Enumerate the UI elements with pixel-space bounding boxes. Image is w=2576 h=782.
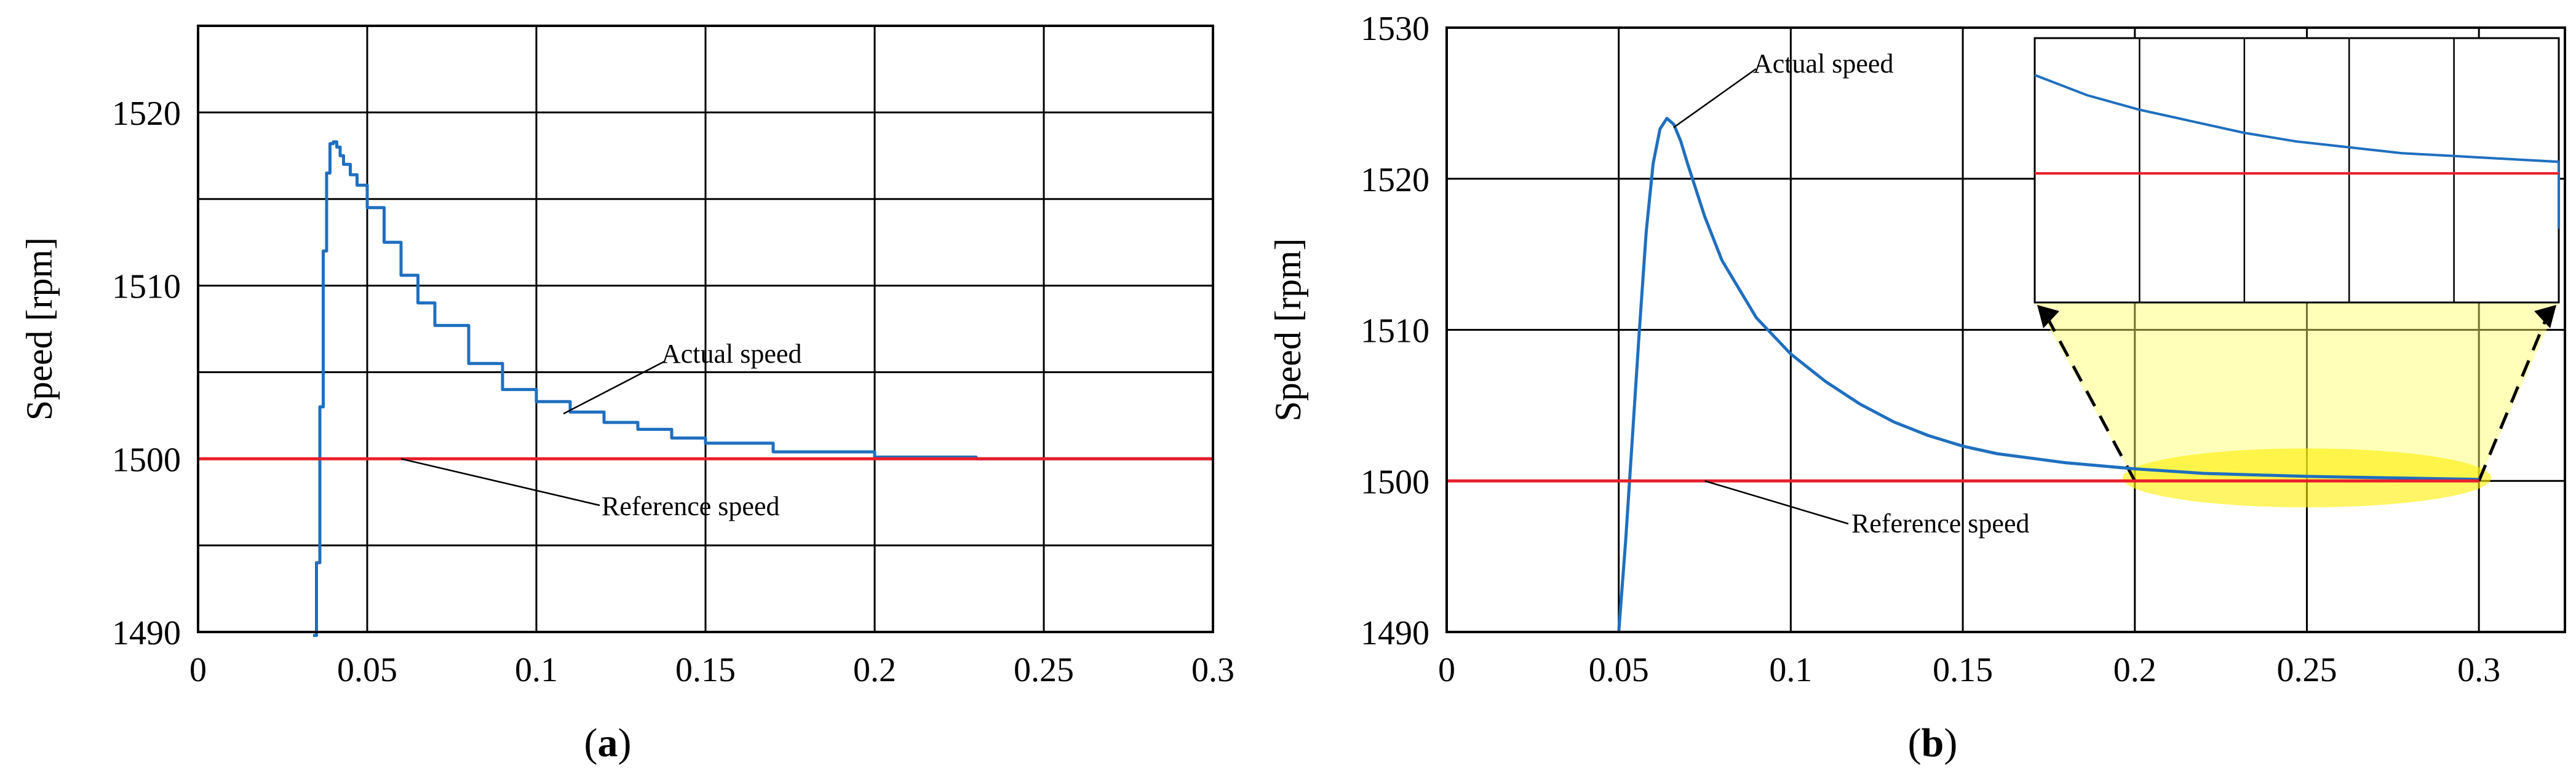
x-tick-label: 0.15 (1933, 651, 1993, 689)
y-tick-label: 1520 (1361, 161, 1429, 199)
x-tick-label: 0.15 (675, 651, 736, 689)
zoom-connector-left (2044, 314, 2136, 482)
x-tick-label: 0.1 (1769, 651, 1812, 689)
x-tick-label: 0.25 (1014, 651, 1074, 689)
panel-a-ticks: 0 0.05 0.1 0.15 0.2 0.25 0.3 1490 1500 1510 1520 (112, 95, 1234, 689)
panel-a: 0 0.05 0.1 0.15 0.2 0.25 0.3 1490 1500 1510 1520 S… (19, 25, 1234, 765)
reference-speed-leader (400, 458, 600, 507)
panel-b-caption-open: ( (1908, 721, 1922, 765)
panel-b-caption: (b) (1908, 721, 1958, 765)
x-tick-label: 0.2 (2113, 651, 2157, 689)
x-tick-label: 0.25 (2276, 651, 2337, 689)
zoom-arrowhead-right (2534, 305, 2556, 328)
panel-a-annotations: Actual speed Reference speed (400, 339, 801, 521)
y-tick-label: 1520 (112, 95, 181, 133)
reference-speed-leader (1704, 480, 1849, 525)
x-tick-label: 0.3 (1191, 651, 1234, 689)
actual-speed-annotation: Actual speed (1753, 49, 1893, 79)
actual-speed-line (1617, 117, 2479, 633)
panel-b-caption-letter: b (1922, 721, 1944, 765)
panel-b: 0 0.05 0.1 0.15 0.2 0.25 0.3 1490 1500 1510 1520 15… (1268, 10, 2566, 765)
zoom-connector-right (2477, 314, 2550, 482)
x-tick-label: 0 (189, 651, 207, 689)
panel-b-caption-close: ) (1944, 721, 1957, 765)
inset-frame (2033, 37, 2560, 304)
y-tick-label: 1500 (112, 441, 181, 479)
actual-speed-leader (1673, 68, 1757, 128)
reference-speed-annotation: Reference speed (1851, 508, 2029, 539)
panel-b-series (1447, 117, 2479, 633)
y-tick-label: 1490 (1361, 614, 1429, 652)
panel-b-y-axis-label: Speed [rpm] (1268, 238, 1308, 421)
y-tick-label: 1530 (1361, 10, 1429, 48)
panel-a-series (198, 140, 1213, 638)
x-tick-label: 0.2 (853, 651, 896, 689)
panel-b-ticks: 0 0.05 0.1 0.15 0.2 0.25 0.3 1490 1500 1510 1520 15… (1361, 10, 2500, 689)
x-tick-label: 0.3 (2457, 651, 2500, 689)
panel-b-zoom-inset (2033, 37, 2560, 304)
zoom-projection (2035, 302, 2559, 481)
y-tick-label: 1510 (1361, 312, 1429, 350)
actual-speed-leader (563, 360, 665, 415)
y-tick-label: 1510 (112, 268, 181, 306)
panel-a-frame (197, 25, 1214, 633)
panel-a-caption-open: ( (584, 721, 598, 765)
actual-speed-line (313, 140, 1213, 638)
y-tick-label: 1500 (1361, 463, 1429, 501)
reference-speed-annotation: Reference speed (602, 491, 779, 521)
panel-a-caption: (a) (584, 721, 632, 765)
x-tick-label: 0.05 (337, 651, 397, 689)
y-tick-label: 1490 (112, 614, 181, 652)
x-tick-label: 0.1 (515, 651, 558, 689)
inset-actual-speed-line (2034, 74, 2560, 229)
x-tick-label: 0 (1438, 651, 1455, 689)
x-tick-label: 0.05 (1589, 651, 1649, 689)
panel-a-grid (198, 26, 1213, 632)
actual-speed-annotation: Actual speed (661, 339, 801, 369)
panel-a-caption-letter: a (598, 721, 618, 765)
panel-a-caption-close: ) (618, 721, 632, 765)
panel-b-annotations: Actual speed Reference speed (1673, 49, 2029, 539)
panel-a-y-axis-label: Speed [rpm] (19, 237, 60, 421)
panel-b-frame (1445, 26, 2566, 633)
zoom-arrowhead-left (2037, 305, 2059, 328)
